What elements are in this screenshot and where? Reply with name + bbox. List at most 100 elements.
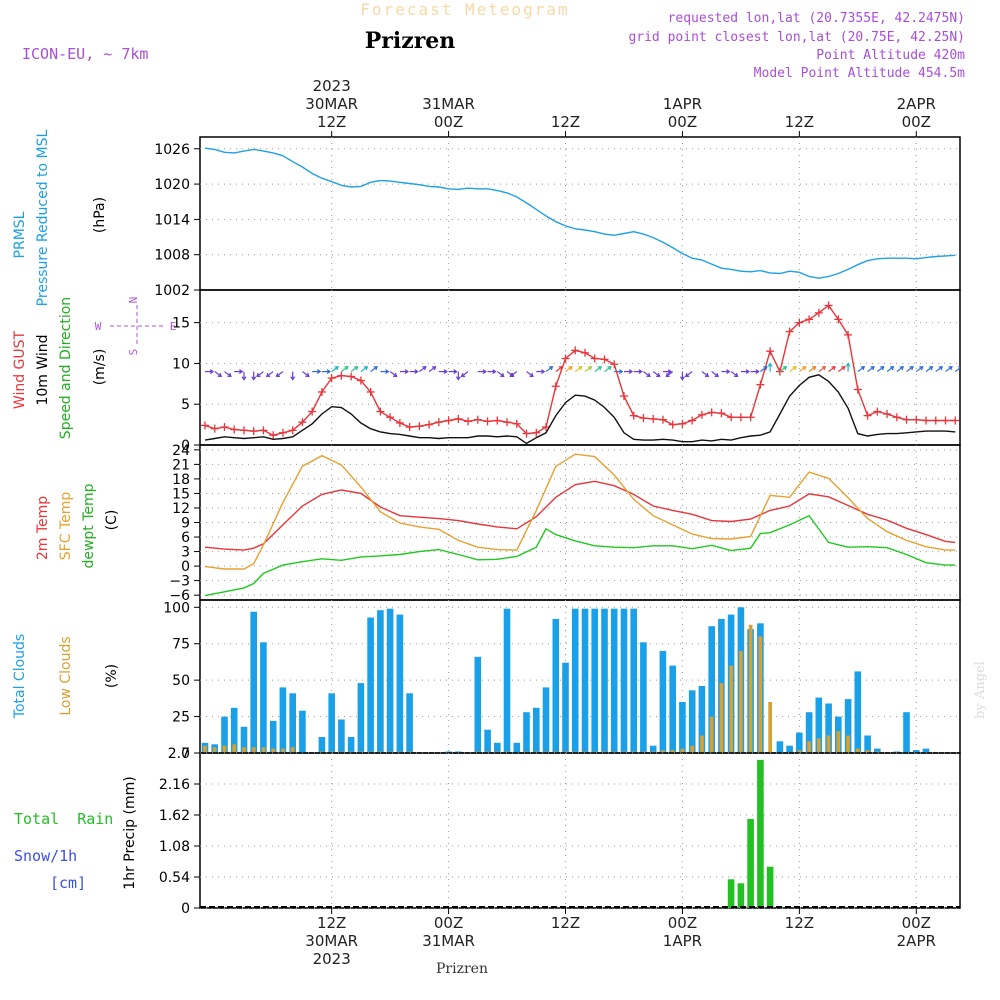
top-time-label: 00Z — [434, 113, 463, 131]
y-tick-label: 15 — [172, 486, 190, 502]
wind-arrow-head — [745, 369, 750, 375]
wind-arrow — [331, 366, 339, 373]
wind-arrow-head — [734, 372, 739, 378]
wind-arrow-head — [354, 366, 359, 371]
series-line-sfc-temp — [204, 453, 956, 570]
wind-arrow-head — [217, 372, 222, 378]
bar-total-clouds — [796, 732, 803, 753]
bar-total-clouds — [260, 642, 267, 753]
wind-arrow — [584, 366, 592, 373]
bar-low-clouds — [661, 750, 665, 753]
y-tick-label: 18 — [172, 472, 190, 488]
ms-unit-label: (m/s) — [92, 349, 108, 386]
bottom-time-label: 12Z — [317, 914, 346, 932]
wind-arrow — [789, 366, 797, 373]
y-tick-label: 75 — [172, 637, 190, 653]
y-tick-label: 2.16 — [159, 777, 190, 793]
y-tick-label: 15 — [172, 316, 190, 332]
clouds-panel: 0 25 50 75 100 — [163, 599, 961, 762]
bar-total-clouds — [240, 726, 248, 753]
bar-total-clouds — [523, 712, 530, 753]
wind-arrow — [496, 371, 505, 377]
wind-arrow-head — [607, 366, 612, 371]
bar-total-clouds — [620, 608, 628, 753]
wind-arrow — [510, 371, 518, 377]
bar-total-clouds — [338, 719, 345, 753]
model-altitude: Model Point Altitude 454.5m — [754, 66, 965, 81]
dewpt-temp-label: dewpt Temp — [81, 483, 97, 568]
wind-arrow-head — [821, 366, 827, 371]
wind-arrow-head — [290, 376, 296, 381]
bar-low-clouds — [670, 750, 675, 753]
bar-total-clouds — [630, 608, 637, 753]
bar-total-clouds — [289, 693, 296, 753]
bar-total-clouds — [708, 626, 715, 753]
top-time-label: 30MAR — [305, 95, 358, 113]
bar-total-rain — [766, 866, 774, 908]
bar-low-clouds — [232, 744, 237, 753]
bar-total-clouds — [269, 720, 277, 753]
bar-total-clouds — [299, 710, 306, 753]
series-line-dewpt-temp — [204, 514, 956, 597]
hpa-unit-label: (hPa) — [92, 197, 108, 233]
bar-total-clouds — [357, 683, 365, 753]
y-tick-label: 1.62 — [159, 808, 190, 824]
wind-arrow — [945, 366, 953, 373]
wind-arrow-head — [500, 372, 505, 378]
wind-arrow — [341, 366, 349, 373]
bar-total-clouds — [805, 712, 813, 753]
bar-total-clouds — [844, 699, 852, 753]
wind-arrow — [711, 371, 719, 377]
y-tick-label: 21 — [172, 457, 190, 473]
wind-gust-label: Wind GUST — [12, 330, 28, 409]
temp-2m-label: 2m Temp — [35, 496, 51, 560]
wind-arrow — [808, 366, 816, 373]
bottom-time-label: 00Z — [434, 914, 463, 932]
wind-arrow — [350, 366, 358, 373]
wind-arrow — [925, 366, 933, 373]
wind-arrow — [224, 371, 232, 377]
wind-arrow-head — [492, 369, 497, 375]
faint-title: Forecast Meteogram — [360, 0, 569, 19]
bar-low-clouds — [865, 750, 870, 753]
compass-south: S — [127, 349, 140, 356]
wind-arrow-head — [334, 366, 339, 371]
bar-total-clouds — [874, 748, 881, 753]
footer-location: Prizren — [436, 961, 488, 977]
wind-arrow-head — [948, 366, 953, 371]
bar-total-clouds — [562, 662, 569, 753]
y-tick-label: 1014 — [154, 212, 190, 228]
wind-arrow-head — [529, 372, 534, 378]
speed-direction-label: Speed and Direction — [58, 297, 74, 439]
model-label: ICON-EU, ~ 7km — [22, 45, 148, 63]
pressure-reduced-label: Pressure Reduced to MSL — [35, 129, 51, 306]
wind-arrow — [526, 371, 534, 377]
y-tick-label: 2.7 — [168, 746, 190, 762]
wind-arrow-head — [558, 366, 564, 371]
y-tick-label: 1008 — [154, 248, 190, 264]
wind-arrow — [302, 371, 310, 377]
bottom-time-label: 31MAR — [422, 932, 475, 950]
wind-arrow — [954, 367, 960, 373]
requested-coords: requested lon,lat (20.7355E, 42.2475N) — [668, 11, 965, 26]
bar-total-clouds — [279, 687, 287, 753]
wind-arrow-head — [938, 366, 944, 371]
wind-arrow-head — [889, 366, 895, 371]
y-tick-label: 24 — [172, 443, 190, 459]
panel-plot-area — [201, 607, 930, 753]
bar-low-clouds — [281, 748, 285, 753]
wind-arrow — [779, 366, 787, 373]
bar-total-clouds — [503, 608, 511, 753]
panel-plot-area — [204, 147, 956, 279]
bar-total-clouds — [815, 697, 823, 753]
wind-arrow-head — [679, 376, 685, 381]
wind-arrow-head — [860, 366, 866, 371]
wind-arrow — [360, 366, 368, 373]
bar-low-clouds — [856, 748, 860, 753]
wind-arrow-head — [880, 366, 885, 371]
bar-low-clouds — [709, 716, 714, 753]
bar-low-clouds — [846, 735, 850, 753]
bar-total-clouds — [542, 687, 550, 753]
bottom-time-label: 2APR — [897, 932, 936, 950]
